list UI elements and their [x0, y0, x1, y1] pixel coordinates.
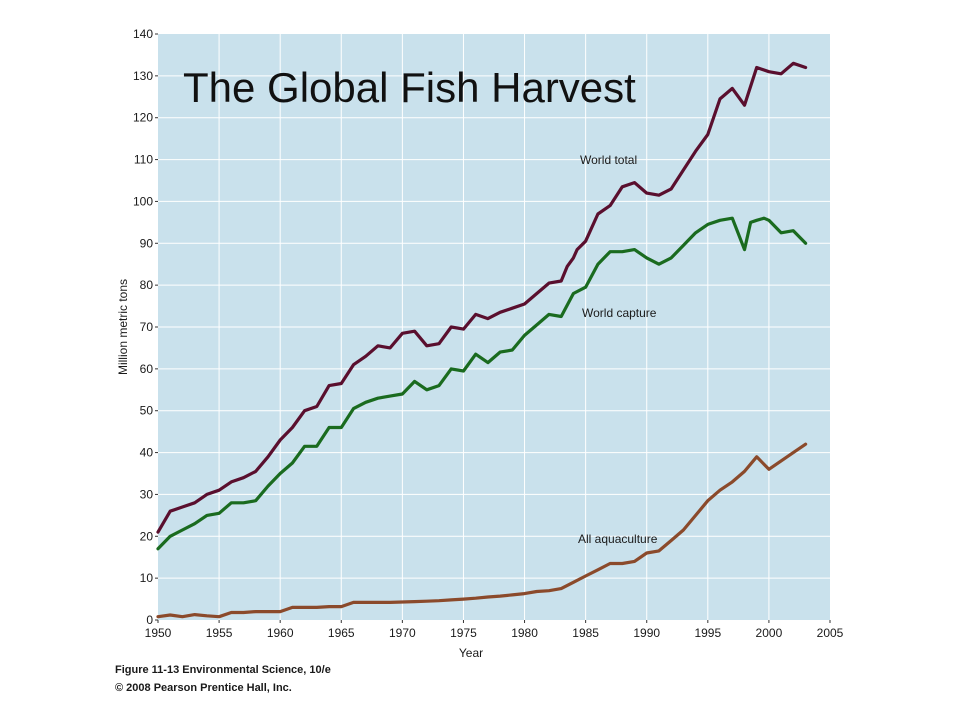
- y-tick-label: 80: [140, 278, 154, 292]
- chart-title: The Global Fish Harvest: [183, 64, 636, 111]
- series-line-world-total: [156, 61, 808, 534]
- x-tick-label: 2000: [756, 626, 783, 640]
- x-tick-label: 1985: [572, 626, 599, 640]
- y-tick-label: 20: [140, 529, 154, 543]
- x-tick-label: 1995: [694, 626, 721, 640]
- series-label-all-aquaculture: All aquaculture: [578, 532, 658, 546]
- y-tick-label: 100: [133, 194, 153, 208]
- y-tick-label: 40: [140, 446, 154, 460]
- y-tick-label: 110: [134, 153, 153, 167]
- y-tick-label: 0: [146, 613, 153, 627]
- x-tick-label: 1965: [328, 626, 355, 640]
- y-axis-label: Million metric tons: [116, 279, 130, 375]
- x-tick-label: 1990: [633, 626, 660, 640]
- figure-caption: Figure 11-13 Environmental Science, 10/e: [115, 664, 331, 676]
- series-line-world-capture: [156, 216, 808, 551]
- y-tick-label: 70: [140, 320, 154, 334]
- series-line-all-aquaculture: [156, 442, 808, 619]
- series-label-world-total: World total: [580, 153, 637, 167]
- x-tick-label: 1950: [145, 626, 172, 640]
- y-tick-label: 90: [140, 236, 154, 250]
- y-tick-label: 120: [133, 111, 153, 125]
- x-tick-label: 2005: [817, 626, 844, 640]
- series-label-world-capture: World capture: [582, 306, 657, 320]
- grid: [158, 34, 830, 620]
- x-tick-label: 1960: [267, 626, 294, 640]
- x-tick-label: 1970: [389, 626, 416, 640]
- y-tick-label: 10: [140, 571, 154, 585]
- x-axis-label: Year: [459, 646, 483, 660]
- x-axis-ticks: 1950 1955 1960 1965 1970 1975 1980 1985 1990 1995…: [145, 620, 844, 640]
- x-tick-label: 1975: [450, 626, 477, 640]
- x-tick-label: 1980: [511, 626, 538, 640]
- y-tick-label: 30: [140, 487, 154, 501]
- y-tick-label: 140: [133, 27, 153, 41]
- y-tick-label: 50: [140, 404, 154, 418]
- series-lines: [156, 61, 808, 619]
- y-axis-ticks: 0 10 20 30 40 50 60 70 80 90 100 110 120 130 140: [133, 27, 158, 627]
- x-tick-label: 1955: [206, 626, 233, 640]
- y-tick-label: 60: [140, 362, 154, 376]
- copyright-caption: © 2008 Pearson Prentice Hall, Inc.: [115, 682, 292, 694]
- y-tick-label: 130: [133, 69, 153, 83]
